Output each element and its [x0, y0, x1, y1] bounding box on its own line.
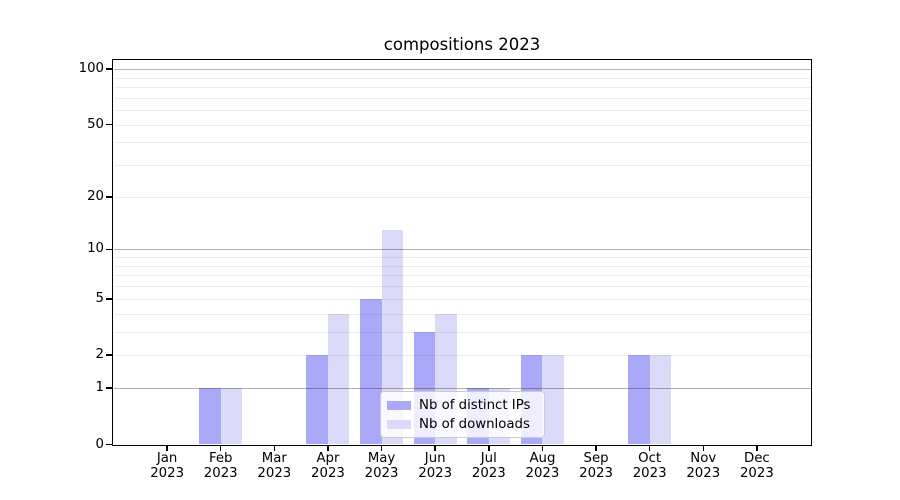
- minor-gridline-30: [113, 165, 811, 167]
- y-tick-mark-20: [106, 196, 112, 198]
- legend-label-downloads: Nb of downloads: [419, 416, 530, 432]
- y-tick-mark-2: [106, 354, 112, 356]
- x-tick-mark-may: [380, 446, 383, 451]
- legend-entry-downloads: Nb of downloads: [387, 417, 538, 432]
- x-tick-mark-jul: [488, 446, 490, 451]
- x-tick-label-feb: Feb 2023: [203, 451, 238, 481]
- x-tick-label-mar: Mar 2023: [257, 451, 292, 481]
- x-tick-label-apr: Apr 2023: [311, 451, 345, 481]
- minor-gridline-50: [113, 124, 811, 126]
- bar-nb-of-distinct-ips-feb: [199, 388, 221, 445]
- minor-gridline-90: [113, 77, 811, 79]
- minor-gridline-8: [113, 265, 811, 267]
- x-tick-mark-mar: [273, 446, 276, 451]
- x-tick-label-nov: Nov 2023: [686, 451, 721, 481]
- minor-gridline-4: [113, 313, 811, 315]
- x-tick-mark-apr: [327, 446, 329, 451]
- x-tick-label-oct: Oct 2023: [632, 451, 667, 481]
- bar-nb-of-distinct-ips-apr: [306, 355, 328, 445]
- y-tick-label-1: 1: [95, 380, 104, 396]
- y-tick-label-100: 100: [78, 61, 104, 77]
- legend-swatch-distinct-ips: [387, 400, 411, 410]
- x-tick-mark-nov: [702, 446, 705, 451]
- minor-gridline-2: [113, 355, 811, 357]
- minor-gridline-6: [113, 286, 811, 288]
- x-tick-mark-jan: [166, 446, 168, 451]
- bar-nb-of-downloads-may: [381, 229, 404, 445]
- minor-gridline-20: [113, 196, 811, 198]
- bar-nb-of-downloads-oct: [649, 355, 672, 445]
- y-tick-mark-10: [106, 248, 112, 251]
- major-gridline-100: [113, 69, 811, 71]
- y-tick-label-2: 2: [95, 347, 104, 363]
- plot-area: [113, 61, 811, 445]
- x-tick-label-may: May 2023: [364, 451, 399, 481]
- legend-swatch-downloads: [387, 419, 411, 429]
- x-tick-label-sep: Sep 2023: [579, 451, 613, 481]
- minor-gridline-7: [113, 275, 811, 277]
- x-tick-mark-jun: [434, 446, 436, 451]
- bar-nb-of-downloads-apr: [327, 313, 350, 445]
- minor-gridline-70: [113, 97, 811, 99]
- bar-nb-of-distinct-ips-may: [360, 298, 382, 445]
- minor-gridline-5: [113, 298, 811, 300]
- chart-title: compositions 2023: [383, 35, 541, 54]
- minor-gridline-9: [113, 257, 811, 259]
- legend-entry-distinct-ips: Nb of distinct IPs: [387, 398, 538, 413]
- x-tick-mark-oct: [648, 446, 651, 451]
- x-tick-label-dec: Dec 2023: [739, 451, 774, 481]
- x-tick-mark-dec: [756, 446, 758, 451]
- y-tick-label-5: 5: [95, 290, 104, 306]
- minor-gridline-3: [113, 331, 811, 333]
- legend-label-distinct-ips: Nb of distinct IPs: [419, 397, 531, 413]
- bar-nb-of-distinct-ips-oct: [628, 355, 650, 445]
- legend: Nb of distinct IPs Nb of downloads: [380, 391, 545, 438]
- x-tick-label-aug: Aug 2023: [525, 451, 560, 481]
- x-tick-label-jul: Jul 2023: [471, 451, 506, 481]
- x-tick-label-jan: Jan 2023: [150, 451, 185, 481]
- bar-nb-of-downloads-feb: [220, 388, 243, 445]
- y-tick-mark-100: [106, 68, 112, 70]
- y-tick-mark-50: [106, 123, 112, 126]
- y-tick-label-50: 50: [87, 116, 104, 132]
- bar-nb-of-downloads-aug: [542, 355, 564, 445]
- minor-gridline-60: [113, 110, 811, 112]
- y-tick-mark-0: [106, 443, 112, 446]
- minor-gridline-40: [113, 142, 811, 144]
- x-tick-mark-aug: [541, 446, 544, 451]
- x-tick-label-jun: Jun 2023: [418, 451, 453, 481]
- minor-gridline-80: [113, 87, 811, 89]
- y-tick-label-0: 0: [95, 436, 104, 452]
- x-tick-mark-sep: [595, 446, 597, 451]
- y-tick-mark-5: [106, 298, 112, 300]
- y-tick-label-10: 10: [87, 241, 104, 257]
- y-tick-mark-1: [106, 387, 112, 389]
- y-tick-label-20: 20: [87, 188, 104, 204]
- x-tick-mark-feb: [219, 446, 222, 451]
- major-gridline-10: [113, 249, 811, 251]
